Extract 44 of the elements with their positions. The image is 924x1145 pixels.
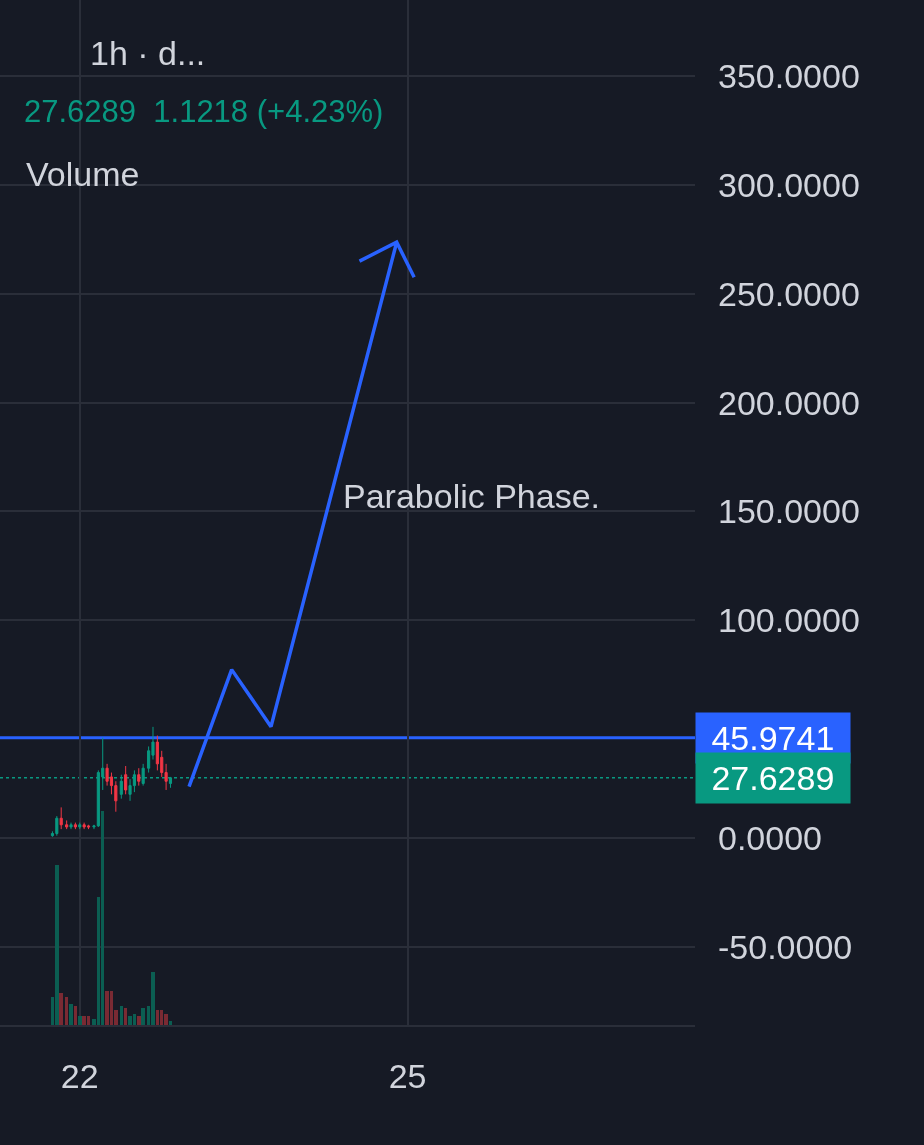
ref-line-label: 45.9741 (702, 719, 844, 757)
y-tick-label: 0.0000 (718, 818, 822, 857)
bar (59, 993, 63, 1025)
y-tick-label: 200.0000 (718, 383, 860, 422)
y-tick-label: 100.0000 (718, 601, 860, 640)
bar (151, 972, 155, 1025)
bar (74, 1006, 77, 1025)
candlestick (65, 819, 69, 830)
y-tick-label: 150.0000 (718, 492, 860, 531)
bar (65, 997, 68, 1025)
bar (156, 1010, 159, 1025)
bar (137, 1016, 141, 1025)
bar (120, 1006, 123, 1025)
candlestick (86, 824, 91, 830)
bar (124, 1008, 127, 1025)
candlestick (69, 822, 73, 830)
bar (101, 811, 104, 1025)
bar (82, 1016, 86, 1025)
y-tick-label: -50.0000 (718, 927, 853, 966)
candlestick (124, 765, 128, 795)
text: 1h · d... (90, 34, 206, 72)
annotation: Volume (26, 155, 140, 193)
ref-line-label: 27.6289 (702, 759, 844, 797)
x-tick-label: 25 (388, 1056, 427, 1095)
candlestick (55, 815, 59, 837)
bar (78, 1016, 82, 1025)
annotation: Parabolic Phase. (343, 477, 601, 515)
bar (169, 1021, 172, 1025)
candlestick (73, 822, 77, 830)
candlestick (137, 767, 141, 787)
candlestick (78, 822, 82, 830)
candlestick (59, 806, 63, 830)
y-tick-label: 350.0000 (718, 57, 860, 96)
candlestick (82, 822, 86, 830)
bar (105, 991, 109, 1025)
bar (128, 1016, 132, 1025)
bar (164, 1014, 168, 1025)
text: 27.6289 1.1218 (+4.23%) (24, 94, 384, 129)
bar (141, 1008, 145, 1025)
x-tick-label: 22 (60, 1056, 99, 1095)
bar (55, 865, 59, 1025)
y-tick-label: 250.0000 (718, 274, 860, 313)
bar (69, 1004, 73, 1025)
y-tick-label: 300.0000 (718, 165, 860, 204)
